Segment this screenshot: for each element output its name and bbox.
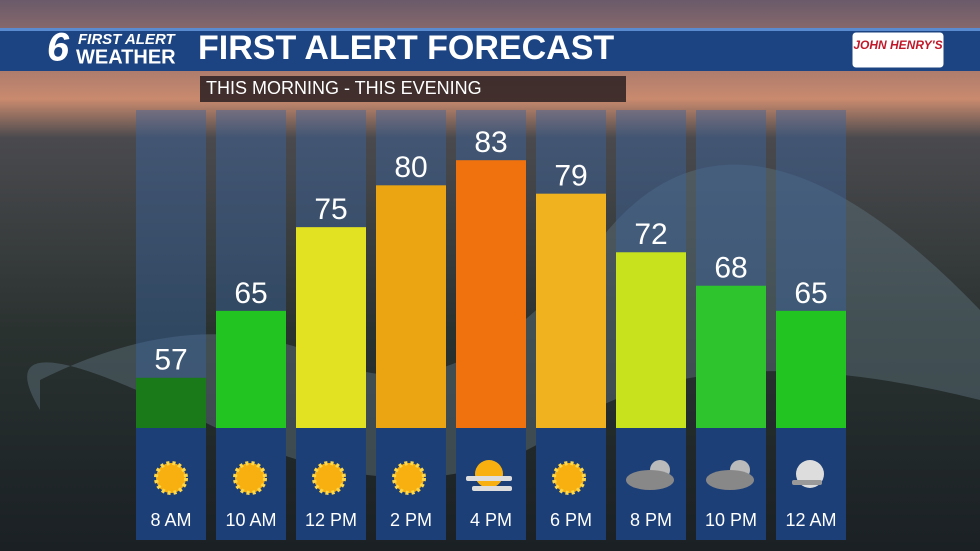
x-tick-label: 8 PM: [630, 510, 672, 530]
logo-number: 6: [47, 26, 70, 70]
title: FIRST ALERT FORECAST: [198, 29, 614, 67]
bar: [376, 185, 446, 428]
bar: [216, 310, 286, 428]
x-tick-label: 12 AM: [785, 510, 836, 530]
sun-icon: [154, 461, 188, 495]
sponsor-logo: [851, 31, 945, 69]
value-label: 80: [394, 151, 427, 184]
x-tick-label: 10 PM: [705, 510, 757, 530]
value-label: 72: [634, 218, 667, 251]
bar: [616, 252, 686, 428]
x-tick-label: 8 AM: [150, 510, 191, 530]
bar: [136, 377, 206, 428]
bar: [536, 193, 606, 428]
value-label: 57: [154, 344, 187, 377]
bar: [776, 310, 846, 428]
hazy-sun-icon: [466, 460, 512, 491]
value-label: 68: [714, 252, 747, 285]
logo-line: FIRST ALERT: [78, 31, 177, 48]
x-tick-label: 12 PM: [305, 510, 357, 530]
cloud-icon: [626, 460, 674, 490]
bar: [296, 227, 366, 428]
x-tick-label: 6 PM: [550, 510, 592, 530]
sun-icon: [392, 461, 426, 495]
x-tick-label: 2 PM: [390, 510, 432, 530]
value-label: 65: [794, 277, 827, 310]
moon-icon: [792, 460, 824, 488]
value-label: 79: [554, 160, 587, 193]
subtitle: THIS MORNING - THIS EVENING: [206, 78, 482, 98]
bar: [456, 160, 526, 429]
subtitle-box: [200, 76, 626, 102]
sun-icon: [233, 461, 267, 495]
x-tick-label: 10 AM: [225, 510, 276, 530]
sun-icon: [312, 461, 346, 495]
bar: [696, 285, 766, 428]
header-edge: [0, 28, 980, 31]
header-bar: [0, 28, 980, 71]
column-bg: [136, 110, 206, 428]
x-tick-label: 4 PM: [470, 510, 512, 530]
sponsor-text: JOHN HENRY'S: [853, 38, 942, 52]
cloud-icon: [706, 460, 754, 490]
value-label: 75: [314, 193, 347, 226]
icons: [154, 460, 824, 495]
value-label: 65: [234, 277, 267, 310]
value-label: 83: [474, 126, 507, 159]
sun-icon: [552, 461, 586, 495]
logo-line: WEATHER: [76, 46, 176, 68]
